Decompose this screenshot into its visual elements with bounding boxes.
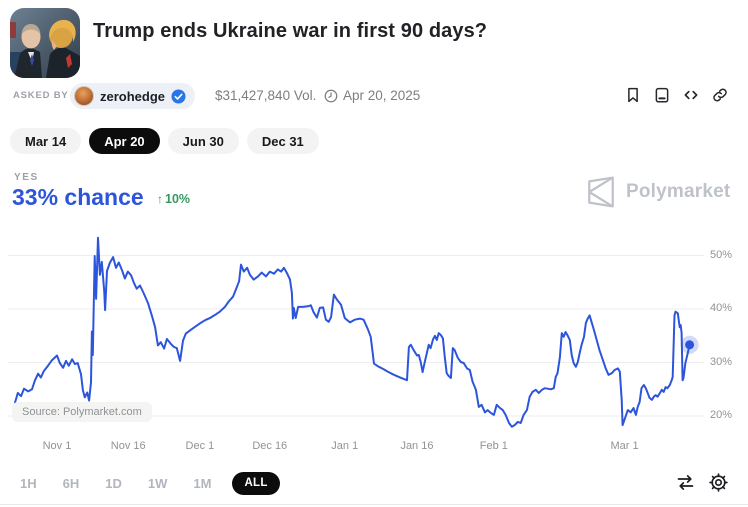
meta-row: ASKED BY zerohedge $31,427,840 Vol. Apr …: [0, 82, 748, 110]
verified-badge-icon: [171, 88, 186, 104]
article-icon[interactable]: [653, 86, 671, 104]
x-tick-mar-1: Mar 1: [610, 440, 639, 452]
embed-code-icon[interactable]: [682, 86, 700, 104]
date-tab-mar-14[interactable]: Mar 14: [10, 128, 82, 154]
x-tick-feb-1: Feb 1: [479, 440, 508, 452]
volume-text: $31,427,840 Vol.: [215, 88, 317, 103]
asker-name: zerohedge: [100, 88, 166, 104]
settings-gear-icon[interactable]: [708, 472, 729, 493]
date-tabs: Mar 14 Apr 20 Jun 30 Dec 31: [10, 128, 319, 154]
range-button-all[interactable]: ALL: [232, 472, 280, 495]
range-button-1d[interactable]: 1D: [105, 476, 122, 491]
y-tick-20%: 20%: [710, 409, 733, 421]
chance-change-value: 10%: [165, 192, 191, 206]
up-arrow-icon: ↑: [157, 192, 163, 206]
chance-change: ↑ 10%: [157, 192, 190, 206]
bookmark-icon[interactable]: [624, 86, 642, 104]
polymarket-logo: [588, 176, 614, 208]
market-image: [10, 8, 80, 78]
chance-value: 33% chance: [12, 184, 144, 210]
date-tab-jun-30[interactable]: Jun 30: [167, 128, 239, 154]
x-tick-dec-16: Dec 16: [252, 440, 288, 452]
y-tick-30%: 30%: [710, 355, 733, 368]
chart-gridlines: [8, 255, 704, 417]
y-tick-50%: 50%: [710, 248, 733, 261]
range-button-6h[interactable]: 6H: [62, 476, 80, 491]
clock-icon: [324, 89, 338, 103]
bottom-divider: [0, 504, 748, 505]
x-tick-nov-16: Nov 16: [110, 440, 146, 452]
asker-avatar: [74, 86, 94, 106]
polymarket-watermark: Polymarket: [585, 176, 730, 208]
compare-arrows-icon[interactable]: [675, 472, 696, 493]
x-tick-jan-16: Jan 16: [400, 440, 434, 452]
y-tick-40%: 40%: [710, 302, 733, 314]
last-point-dot: [685, 340, 695, 350]
watermark-text: Polymarket: [626, 181, 731, 202]
range-button-1m[interactable]: 1M: [193, 476, 212, 491]
asked-by-label: ASKED BY: [13, 90, 69, 101]
x-tick-dec-1: Dec 1: [185, 440, 215, 452]
source-badge: Source: Polymarket.com: [12, 402, 152, 422]
x-tick-jan-1: Jan 1: [331, 440, 359, 452]
asker-pill[interactable]: zerohedge: [70, 83, 196, 109]
price-line: [14, 236, 691, 428]
end-date-text: Apr 20, 2025: [343, 88, 421, 103]
range-button-1w[interactable]: 1W: [147, 476, 168, 491]
date-tab-dec-31[interactable]: Dec 31: [246, 128, 319, 154]
market-image-art: [10, 8, 80, 78]
chart-tool-icons: [675, 472, 729, 493]
link-icon[interactable]: [711, 86, 729, 104]
date-tab-apr-20[interactable]: Apr 20: [89, 128, 160, 154]
header-action-icons: [624, 86, 729, 104]
page-title: Trump ends Ukraine war in first 90 days?: [93, 20, 488, 42]
range-button-1h[interactable]: 1H: [20, 476, 37, 491]
x-tick-nov-1: Nov 1: [42, 440, 72, 452]
outcome-label: YES: [14, 172, 39, 183]
time-range-buttons: 1H 6H 1D 1W 1M ALL: [20, 472, 280, 495]
